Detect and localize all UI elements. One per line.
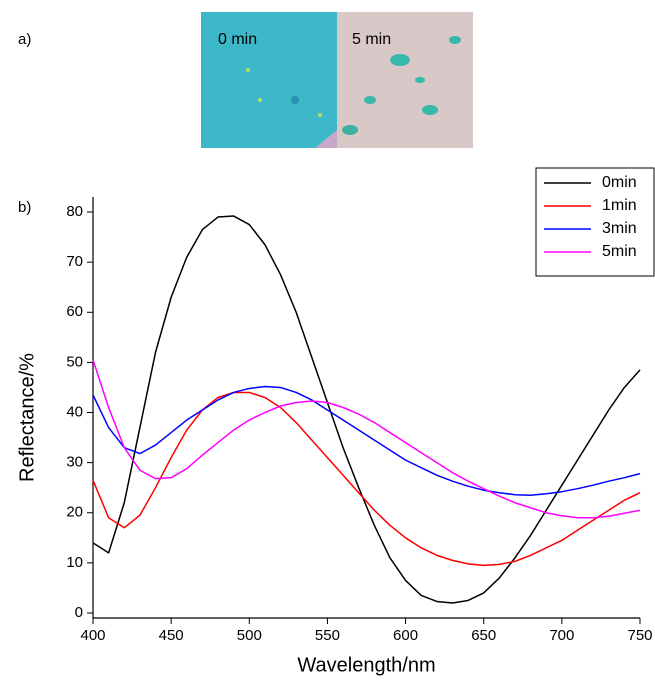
x-axis-label: Wavelength/nm <box>297 654 435 676</box>
micrograph <box>337 12 473 148</box>
legend-box <box>535 167 655 277</box>
series-line <box>92 359 641 519</box>
legend-label: 3min <box>602 220 637 237</box>
x-tick-label: 550 <box>315 627 340 644</box>
x-tick-label: 450 <box>159 627 184 644</box>
y-tick-label: 0 <box>75 604 83 621</box>
y-tick-label: 70 <box>66 253 83 270</box>
image-label: 5 min <box>352 31 391 48</box>
x-tick-label: 600 <box>393 627 418 644</box>
x-tick-label: 750 <box>627 627 652 644</box>
y-tick-label: 10 <box>66 554 83 571</box>
x-tick-label: 500 <box>237 627 262 644</box>
panel-label: a) <box>18 31 31 48</box>
legend-label: 0min <box>602 174 637 191</box>
y-axis-label: Reflectance/% <box>16 353 38 482</box>
legend-label: 5min <box>602 243 637 260</box>
legend-label: 1min <box>602 197 637 214</box>
y-tick-label: 40 <box>66 403 83 420</box>
micrograph <box>201 12 337 148</box>
y-tick-label: 50 <box>66 353 83 370</box>
x-tick-label: 650 <box>471 627 496 644</box>
series-line <box>92 385 641 496</box>
x-tick-label: 700 <box>549 627 574 644</box>
y-tick-label: 30 <box>66 454 83 471</box>
y-tick-label: 20 <box>66 504 83 521</box>
series-line <box>92 391 641 567</box>
panel-label: b) <box>18 199 31 216</box>
image-label: 0 min <box>218 31 257 48</box>
y-tick-label: 60 <box>66 303 83 320</box>
x-tick-label: 400 <box>80 627 105 644</box>
series-line <box>92 215 641 604</box>
y-tick-label: 80 <box>66 203 83 220</box>
